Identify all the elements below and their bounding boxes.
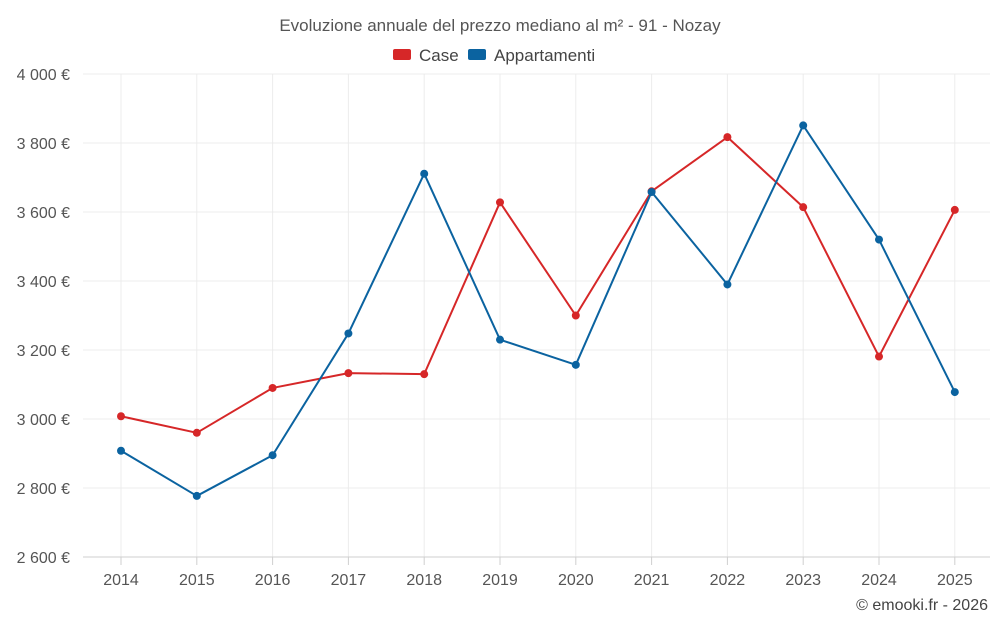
x-tick-label: 2018 bbox=[406, 572, 442, 589]
data-point[interactable] bbox=[950, 388, 959, 397]
y-tick-label: 2 800 € bbox=[17, 481, 70, 498]
y-tick-label: 4 000 € bbox=[17, 67, 70, 84]
series-case bbox=[117, 133, 959, 437]
y-tick-label: 2 600 € bbox=[17, 550, 70, 567]
series-line bbox=[120, 124, 956, 497]
data-point[interactable] bbox=[571, 360, 580, 369]
x-tick-label: 2014 bbox=[103, 572, 139, 589]
y-tick-label: 3 600 € bbox=[17, 205, 70, 222]
series-layer bbox=[117, 121, 959, 500]
series-line bbox=[120, 136, 956, 434]
series-appartamenti bbox=[117, 121, 959, 500]
data-point[interactable] bbox=[571, 311, 580, 320]
data-point[interactable] bbox=[344, 369, 353, 378]
data-point[interactable] bbox=[723, 133, 732, 142]
data-point[interactable] bbox=[192, 428, 201, 437]
x-tick-label: 2021 bbox=[634, 572, 670, 589]
chart-title: Evoluzione annuale del prezzo mediano al… bbox=[279, 16, 721, 35]
x-tick-label: 2023 bbox=[785, 572, 821, 589]
x-tick-label: 2025 bbox=[937, 572, 973, 589]
data-point[interactable] bbox=[268, 383, 277, 392]
data-point[interactable] bbox=[420, 169, 429, 178]
x-tick-label: 2022 bbox=[710, 572, 746, 589]
data-point[interactable] bbox=[496, 335, 504, 344]
data-point[interactable] bbox=[344, 329, 353, 338]
x-tick-label: 2016 bbox=[255, 572, 291, 589]
data-point[interactable] bbox=[723, 280, 732, 289]
data-point[interactable] bbox=[117, 446, 125, 455]
x-tick-label: 2024 bbox=[861, 572, 897, 589]
y-tick-label: 3 800 € bbox=[17, 136, 70, 153]
data-point[interactable] bbox=[268, 451, 277, 460]
x-tick-label: 2015 bbox=[179, 572, 215, 589]
y-tick-label: 3 000 € bbox=[17, 412, 70, 429]
x-tick-label: 2020 bbox=[558, 572, 594, 589]
legend-label[interactable]: Appartamenti bbox=[494, 46, 595, 65]
data-point[interactable] bbox=[950, 205, 959, 214]
data-point[interactable] bbox=[799, 121, 808, 130]
data-point[interactable] bbox=[420, 370, 429, 379]
legend-swatch bbox=[393, 49, 411, 60]
y-tick-label: 3 200 € bbox=[17, 343, 70, 360]
axis-layer: 2 600 € 2 800 € 3 000 € 3 200 € 3 400 € 3 600… bbox=[17, 67, 990, 589]
data-point[interactable] bbox=[647, 187, 656, 196]
x-tick-label: 2019 bbox=[482, 572, 518, 589]
data-point[interactable] bbox=[799, 203, 808, 212]
data-point[interactable] bbox=[875, 352, 883, 361]
data-point[interactable] bbox=[875, 235, 883, 244]
legend: Case Appartamenti bbox=[393, 46, 595, 65]
credit-text: © emooki.fr - 2026 bbox=[856, 597, 988, 614]
data-point[interactable] bbox=[496, 198, 504, 207]
legend-label[interactable]: Case bbox=[419, 46, 459, 65]
y-tick-label: 3 400 € bbox=[17, 274, 70, 291]
data-point[interactable] bbox=[117, 412, 125, 421]
data-point[interactable] bbox=[192, 491, 201, 500]
x-tick-label: 2017 bbox=[331, 572, 367, 589]
legend-swatch bbox=[468, 49, 486, 60]
